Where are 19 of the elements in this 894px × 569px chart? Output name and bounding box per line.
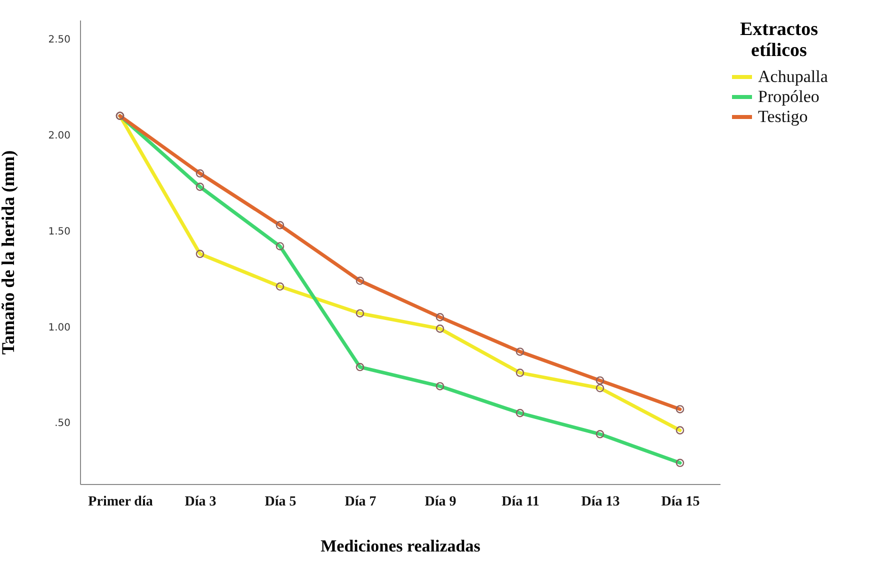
x-tick-label: Día 7 — [344, 494, 376, 510]
y-tick-label: 1.50 — [48, 226, 70, 238]
y-tick-label: 1.00 — [48, 322, 70, 334]
y-tick-label: 2.00 — [48, 130, 70, 142]
legend-label: Propóleo — [758, 87, 820, 106]
x-tick-label: Día 9 — [424, 494, 456, 510]
legend-label: Achupalla — [758, 67, 828, 86]
x-tick-label: Primer día — [88, 494, 153, 510]
x-tick-label: Día 15 — [661, 494, 700, 510]
x-tick-label: Día 3 — [184, 494, 216, 510]
y-tick-label: 2.50 — [48, 34, 70, 46]
y-axis-title: Tamaño de la herida (mm) — [0, 150, 18, 355]
y-tick-label: .50 — [54, 418, 70, 430]
x-tick-label: Día 13 — [581, 494, 620, 510]
x-tick-label: Día 11 — [502, 494, 540, 510]
legend-label: Testigo — [758, 107, 808, 126]
x-tick-label: Día 5 — [264, 494, 296, 510]
x-axis-title: Mediciones realizadas — [320, 536, 481, 556]
legend-title: Extractos etílicos — [740, 19, 818, 61]
